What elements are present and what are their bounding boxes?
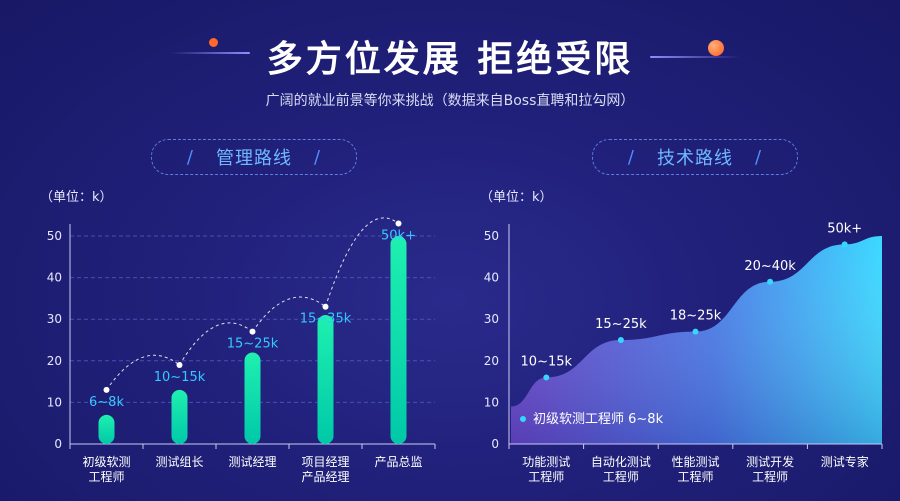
data-label: 20~40k	[744, 259, 796, 274]
connector-curve	[106, 354, 180, 391]
data-label: 15~35k	[300, 312, 352, 327]
left-unit-label: （单位：k）	[40, 190, 113, 205]
y-tick-label: 20	[484, 354, 499, 368]
marker-dot	[103, 386, 110, 393]
y-tick-label: 10	[484, 395, 499, 409]
data-label: 18~25k	[670, 309, 722, 324]
x-category-label: 项目经理产品经理	[301, 455, 349, 484]
marker-dot	[543, 374, 550, 381]
marker-dot	[617, 337, 624, 343]
page-title: 多方位发展 拒绝受限	[266, 39, 634, 80]
x-category-label-line: 工程师	[528, 469, 564, 484]
y-tick-label: 50	[47, 229, 62, 243]
bar	[98, 414, 115, 444]
data-label: 10~15k	[521, 354, 573, 369]
x-category-label-line: 测试专家	[821, 454, 869, 469]
data-label: 15~25k	[595, 317, 647, 332]
data-label: 10~15k	[154, 370, 206, 385]
tech-route-pill: / 技术路线 /	[592, 139, 798, 175]
x-category-label: 自动化测试工程师	[591, 454, 651, 484]
connector-curve	[179, 322, 253, 366]
data-label: 6~8k	[89, 395, 124, 410]
y-tick-label: 40	[484, 271, 499, 285]
y-tick-label: 40	[47, 271, 62, 285]
x-category-label-line: 工程师	[677, 469, 713, 484]
x-category-label: 性能测试工程师	[671, 454, 719, 484]
x-category-label-line: 功能测试	[522, 454, 570, 469]
x-category-label-line: 自动化测试	[591, 454, 651, 469]
tech-route-label: 技术路线	[657, 148, 733, 169]
marker-dot	[395, 220, 402, 227]
y-tick-label: 0	[54, 437, 62, 451]
x-category-label-line: 工程师	[88, 469, 124, 484]
management-bar-chart: 0 10 20 30 40 50 6~8k 初级软测工程师 10~15k 测试组长 15~25k 测试…	[47, 217, 436, 484]
management-route-label: 管理路线	[216, 148, 292, 169]
x-category-label: 产品总监	[374, 455, 422, 469]
data-label: 50k+	[827, 221, 862, 236]
bar	[390, 236, 407, 444]
marker-dot	[841, 241, 848, 248]
connector-curve	[325, 217, 399, 307]
data-label: 15~25k	[227, 337, 279, 352]
x-category-label-line: 测试开发	[746, 454, 794, 469]
connector-curve	[252, 296, 326, 332]
x-category-label-line: 工程师	[752, 469, 788, 484]
x-category-label-line: 初级软测	[82, 455, 130, 469]
slash-icon: /	[627, 146, 635, 168]
data-label: 50k+	[381, 229, 416, 244]
x-category-label-line: 测试经理	[228, 454, 276, 469]
x-category-label: 测试组长	[155, 454, 203, 469]
page-subtitle: 广阔的就业前景等你来挑战（数据来自Boss直聘和拉勾网）	[265, 93, 635, 109]
title-deco-line-left	[170, 52, 250, 54]
x-category-label-line: 测试组长	[155, 454, 203, 469]
management-route-pill: / 管理路线 /	[151, 139, 357, 175]
x-category-label-line: 性能测试	[671, 454, 719, 469]
y-tick-label: 30	[484, 312, 499, 326]
x-category-label-line: 产品总监	[374, 455, 422, 469]
slash-icon: /	[186, 146, 194, 168]
title-deco-dot-right	[708, 40, 724, 56]
x-category-label-line: 产品经理	[301, 470, 349, 484]
x-category-label-line: 工程师	[603, 469, 639, 484]
marker-dot	[322, 303, 329, 310]
x-category-label: 测试经理	[228, 454, 276, 469]
y-tick-label: 10	[47, 395, 62, 409]
title-deco-dot-left	[209, 38, 218, 47]
marker-dot	[249, 328, 256, 335]
y-tick-label: 50	[484, 229, 499, 243]
x-category-label: 测试专家	[821, 454, 869, 469]
legend-dot	[520, 416, 526, 423]
slash-icon: /	[755, 146, 763, 168]
bar	[171, 389, 188, 444]
marker-dot	[176, 361, 183, 368]
x-category-label: 初级软测工程师	[82, 455, 130, 484]
bar	[317, 315, 334, 444]
marker-dot	[767, 278, 774, 285]
marker-dot	[692, 328, 699, 335]
y-tick-label: 30	[47, 312, 62, 326]
x-category-label: 功能测试工程师	[522, 454, 570, 484]
x-category-label: 测试开发工程师	[746, 454, 794, 484]
x-category-label-line: 项目经理	[301, 455, 349, 469]
tech-area-chart: 0102030405010~15k功能测试工程师15~25k自动化测试工程师18…	[484, 221, 883, 484]
right-unit-label: （单位：k）	[480, 190, 553, 205]
slash-icon: /	[314, 146, 322, 168]
area-shade	[511, 236, 882, 444]
title-deco-line-right	[650, 56, 740, 58]
y-tick-label: 0	[491, 437, 499, 451]
bar	[244, 352, 261, 444]
y-tick-label: 20	[47, 354, 62, 368]
legend-label: 初级软测工程师 6~8k	[533, 412, 664, 427]
